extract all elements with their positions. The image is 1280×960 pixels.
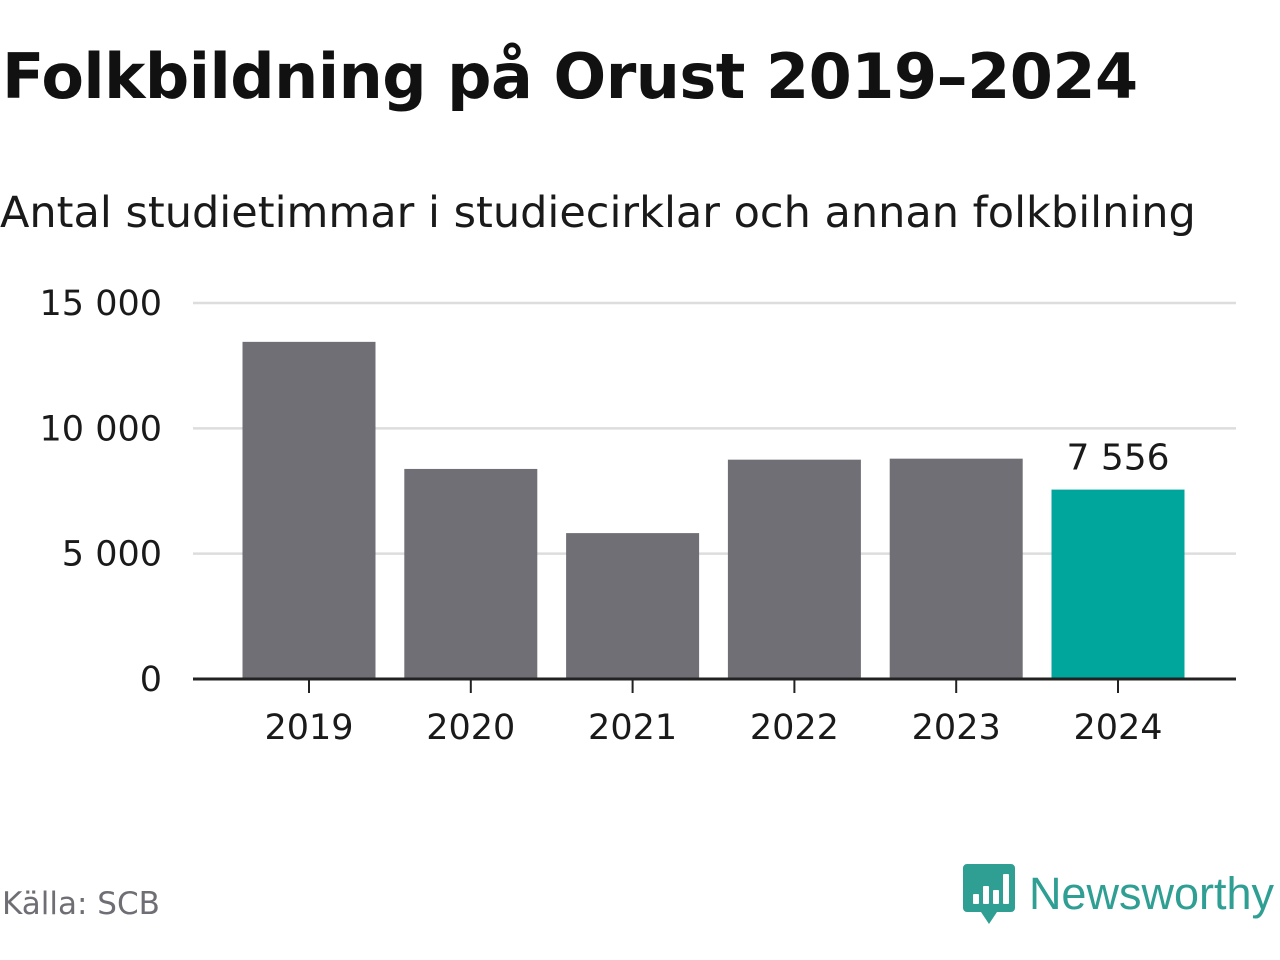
x-tick-label: 2024 [1073, 708, 1162, 748]
y-tick-label: 0 [140, 660, 162, 700]
chart-title: Folkbildning på Orust 2019–2024 [2, 40, 1138, 113]
y-tick-label: 15 000 [40, 284, 162, 324]
bar-2023 [889, 458, 1023, 679]
bars [242, 341, 1185, 679]
x-tick-label: 2022 [750, 708, 839, 748]
data-label: 7 556 [1066, 438, 1169, 479]
bar-2021 [566, 533, 700, 679]
chart-subtitle: Antal studietimmar i studiecirklar och a… [0, 188, 1196, 238]
y-axis-tick-labels: 0 5 000 10 000 15 000 [40, 284, 162, 700]
brand-logo: Newsworthy [962, 862, 1274, 926]
y-tick-label: 10 000 [40, 409, 162, 449]
bar-2019 [242, 341, 376, 679]
bar-2020 [404, 468, 538, 679]
x-tick-label: 2020 [426, 708, 515, 748]
x-tick-label: 2021 [588, 708, 677, 748]
x-tick-label: 2023 [912, 708, 1001, 748]
source-note: Källa: SCB [2, 886, 160, 922]
x-axis: 2019 2020 2021 2022 2023 2024 [193, 677, 1236, 748]
x-tick-label: 2019 [264, 708, 353, 748]
newsworthy-logo-icon [962, 864, 1015, 924]
y-tick-label: 5 000 [62, 535, 162, 575]
bar-2022 [727, 459, 861, 679]
data-labels: 7 556 [1066, 438, 1169, 479]
bar-2024 [1051, 489, 1185, 679]
brand-name: Newsworthy [1028, 868, 1274, 919]
